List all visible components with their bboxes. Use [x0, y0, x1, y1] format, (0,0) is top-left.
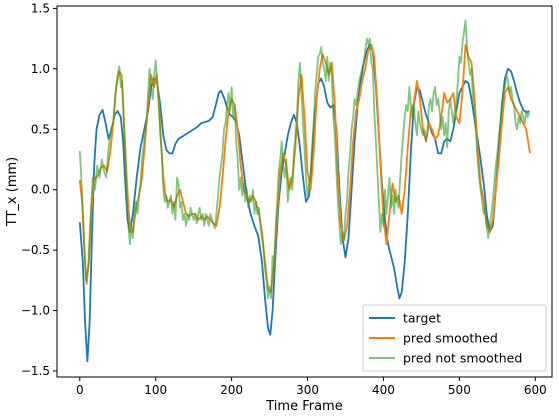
plot-frame [56, 5, 553, 378]
legend-entry-label: pred not smoothed [403, 351, 522, 366]
y-tick-label: 0.5 [31, 122, 50, 136]
x-tick-label: 300 [296, 383, 319, 397]
x-tick-label: 0 [76, 383, 84, 397]
x-axis-label: Time Frame [265, 399, 342, 414]
legend-box [362, 304, 547, 372]
x-tick-label: 400 [372, 383, 395, 397]
legend-items: target pred smoothed pred not smoothed [369, 311, 522, 366]
y-tick-label: 1.5 [31, 1, 50, 15]
y-tick-label: 1.0 [31, 62, 50, 76]
x-tick-label: 600 [524, 383, 547, 397]
series-line-pred-not-smoothed [78, 19, 531, 300]
y-tick-label: −0.5 [21, 243, 50, 257]
legend: target pred smoothed pred not smoothed [362, 304, 547, 372]
x-tick-label: 200 [220, 383, 243, 397]
legend-entry-label: pred smoothed [403, 331, 498, 346]
y-axis-label: TT_x (mm) [5, 157, 20, 227]
legend-entry-label: target [403, 311, 441, 326]
y-tick-label: 0.0 [31, 183, 50, 197]
y-tick-label: −1.5 [21, 364, 50, 378]
x-tick-label: 100 [144, 383, 167, 397]
series-layer [78, 19, 531, 363]
y-tick-label: −1.0 [21, 304, 50, 318]
ticks-layer: 0 100 200 300 400 500 600 −1.5 −1.0 −0.5 0.0 0.5 1.0… [21, 1, 547, 397]
x-tick-label: 500 [448, 383, 471, 397]
